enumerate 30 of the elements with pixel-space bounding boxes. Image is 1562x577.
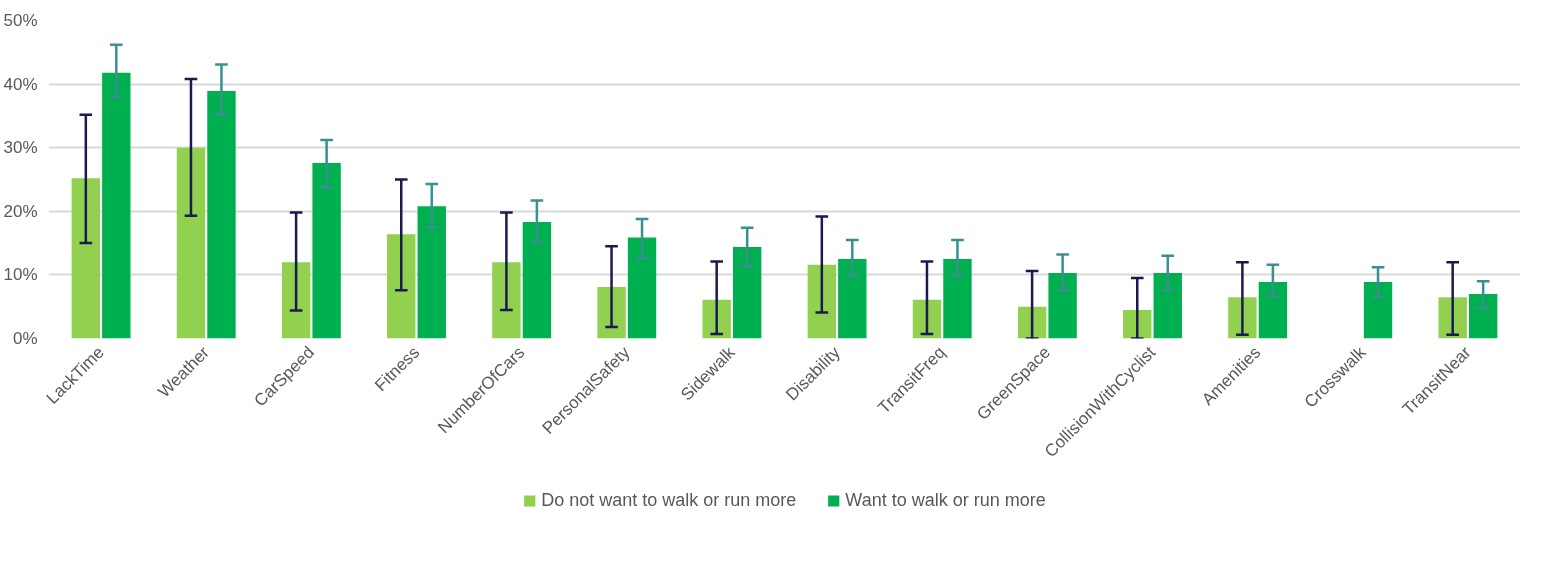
legend-label: Do not want to walk or run more bbox=[541, 489, 797, 511]
bar bbox=[838, 259, 867, 339]
y-tick-label: 20% bbox=[3, 201, 38, 221]
y-tick-label: 10% bbox=[3, 265, 38, 285]
bar bbox=[627, 237, 657, 339]
bar bbox=[176, 147, 206, 339]
bar bbox=[281, 262, 311, 339]
bar bbox=[387, 234, 416, 339]
bar bbox=[492, 262, 521, 339]
bar bbox=[522, 222, 552, 339]
bar bbox=[1153, 272, 1182, 339]
bar bbox=[207, 91, 236, 339]
legend-label: Want to walk or run more bbox=[845, 489, 1046, 511]
bar bbox=[943, 259, 972, 339]
bar bbox=[1258, 281, 1288, 339]
y-tick-label: 30% bbox=[3, 138, 38, 158]
bar bbox=[102, 72, 131, 339]
bar bbox=[71, 178, 101, 339]
bar bbox=[732, 246, 762, 339]
bar bbox=[807, 264, 837, 339]
y-tick-label: 0% bbox=[12, 329, 38, 348]
y-tick-label: 40% bbox=[3, 74, 38, 94]
bar bbox=[312, 162, 341, 339]
bar bbox=[1017, 306, 1047, 339]
bar bbox=[1468, 293, 1498, 339]
bar bbox=[1048, 272, 1077, 339]
y-tick-label: 50% bbox=[3, 11, 38, 30]
bar bbox=[1363, 281, 1393, 339]
bar bbox=[417, 206, 446, 339]
bar bbox=[912, 299, 942, 339]
